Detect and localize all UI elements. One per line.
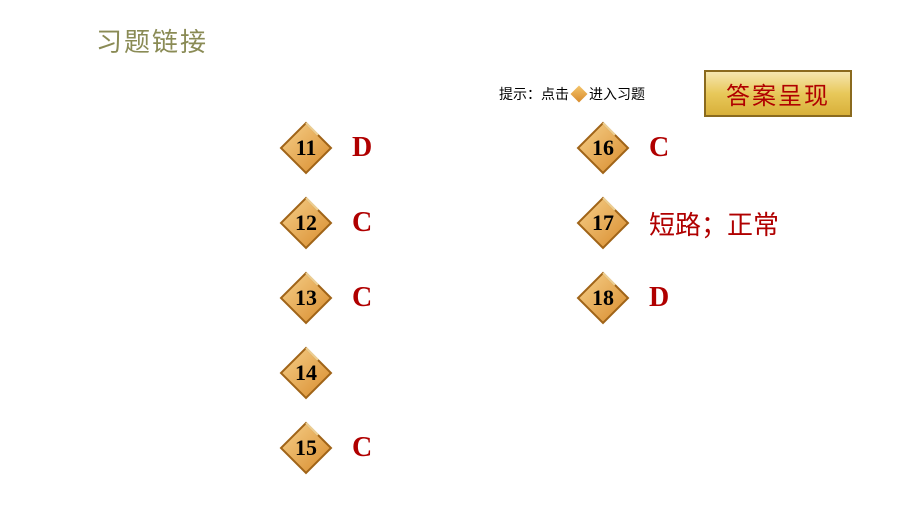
exercise-answer: C: [352, 207, 372, 239]
hint-text: 提示：点击 进入习题: [499, 84, 645, 104]
exercise-answer: C: [649, 132, 669, 164]
page-title: 习题链接: [96, 22, 208, 59]
exercise-answer: D: [352, 132, 372, 164]
exercise-diamond[interactable]: 17: [575, 195, 631, 251]
exercise-answer: D: [649, 282, 669, 314]
exercise-diamond[interactable]: 12: [278, 195, 334, 251]
exercise-item: 16 C: [575, 120, 669, 176]
exercise-item: 15 C: [278, 420, 372, 476]
exercise-item: 12 C: [278, 195, 372, 251]
exercise-number: 12: [278, 195, 334, 251]
exercise-diamond[interactable]: 16: [575, 120, 631, 176]
exercise-item: 13 C: [278, 270, 372, 326]
hint-suffix: 进入习题: [589, 84, 645, 104]
exercise-diamond[interactable]: 11: [278, 120, 334, 176]
exercise-answer: C: [352, 432, 372, 464]
answer-banner: 答案呈现: [704, 70, 852, 117]
hint-prefix: 提示：点击: [499, 84, 569, 104]
exercise-number: 16: [575, 120, 631, 176]
exercise-number: 17: [575, 195, 631, 251]
exercise-diamond[interactable]: 18: [575, 270, 631, 326]
exercise-diamond[interactable]: 15: [278, 420, 334, 476]
exercise-number: 11: [278, 120, 334, 176]
exercise-number: 18: [575, 270, 631, 326]
exercise-item: 18 D: [575, 270, 669, 326]
exercise-answer: C: [352, 282, 372, 314]
exercise-item: 17 短路；正常: [575, 195, 779, 251]
exercise-diamond[interactable]: 13: [278, 270, 334, 326]
exercise-number: 15: [278, 420, 334, 476]
exercise-number: 14: [278, 345, 334, 401]
exercise-diamond[interactable]: 14: [278, 345, 334, 401]
exercise-item: 11 D: [278, 120, 372, 176]
diamond-icon: [571, 86, 588, 103]
exercise-number: 13: [278, 270, 334, 326]
exercise-answer: 短路；正常: [649, 205, 779, 242]
exercise-item: 14: [278, 345, 352, 401]
